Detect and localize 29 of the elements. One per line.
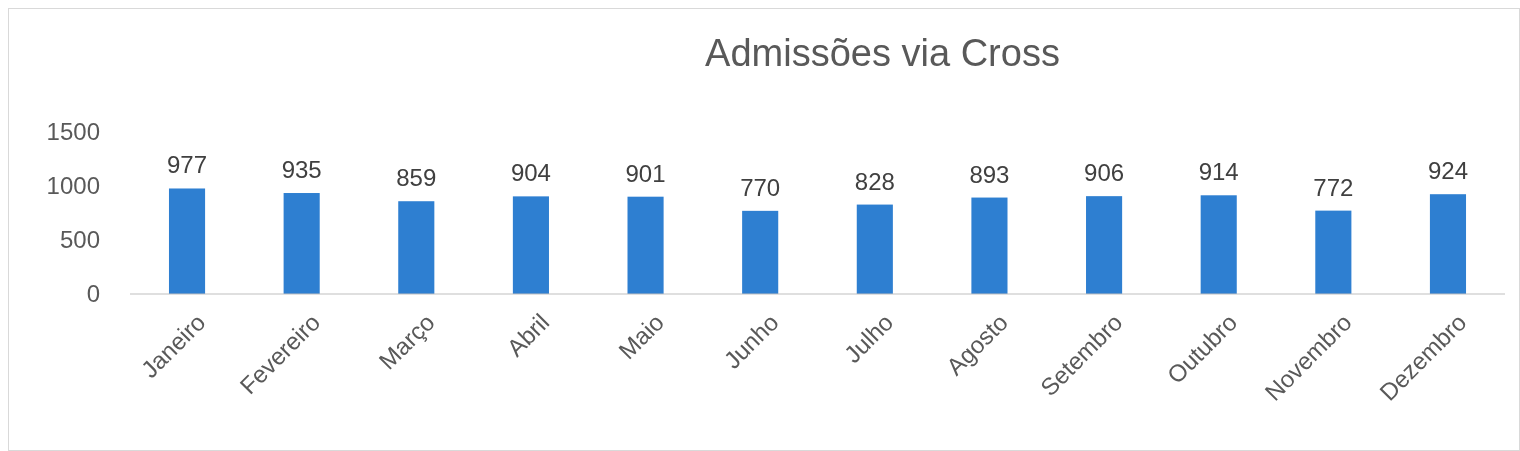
bar	[398, 201, 435, 294]
data-label: 935	[281, 156, 322, 184]
y-tick-label: 1000	[46, 172, 100, 200]
data-label: 901	[625, 159, 666, 187]
chart-title: Admissões via Cross	[705, 32, 1060, 74]
bar	[168, 188, 206, 294]
bar	[627, 196, 664, 294]
data-label: 914	[1198, 158, 1239, 186]
bar	[1200, 195, 1237, 294]
y-tick-label: 1500	[46, 118, 100, 146]
bar	[856, 204, 893, 294]
bar	[742, 210, 779, 294]
bar	[512, 196, 549, 294]
data-label: 772	[1313, 173, 1354, 201]
y-tick-label: 500	[59, 226, 100, 254]
data-label: 893	[969, 160, 1010, 188]
data-label: 977	[167, 151, 208, 179]
data-label: 770	[740, 173, 781, 201]
data-label: 924	[1427, 157, 1468, 185]
bar	[1315, 210, 1352, 294]
bar	[1429, 194, 1467, 294]
data-label: 859	[396, 164, 437, 192]
bar	[971, 197, 1008, 294]
data-label: 828	[854, 167, 895, 195]
bar	[283, 193, 320, 294]
bar	[1086, 196, 1123, 294]
data-label: 906	[1084, 159, 1125, 187]
data-label: 904	[510, 159, 551, 187]
y-tick-label: 0	[86, 280, 100, 308]
